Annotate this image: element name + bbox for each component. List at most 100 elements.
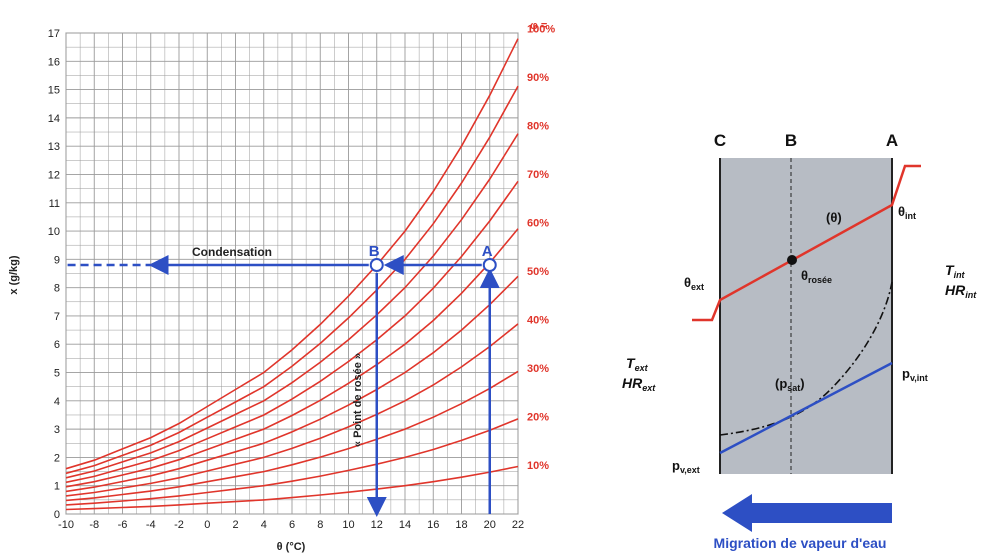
condensation-label: Condensation [192,245,272,259]
x-tick-label: -4 [146,519,156,531]
temperature-profile [692,164,921,322]
t-ext-label: Text [626,355,649,373]
y-tick-label: 6 [54,339,60,351]
p-sat-base: (p [775,376,787,391]
rh-curve-70 [65,180,519,484]
y-tick-label: 8 [54,283,60,295]
x-tick-label: 0 [204,519,210,531]
y-tick-label: 14 [48,113,60,125]
pv-ext-label: pv,ext [672,458,700,475]
rh-label: 20% [527,412,549,424]
point-label-a: A [482,243,493,260]
y-tick-label: 7 [54,311,60,323]
wall-section [720,158,892,474]
theta-ext-label: θext [684,275,704,292]
y-tick-label: 11 [49,198,60,210]
rh-labels: 10% 20% 30% 40% 50% 60% 70% 80% 90% 100% [527,24,555,473]
dew-point-dot [787,255,797,265]
y-tick-label: 16 [48,56,60,68]
humidity-curves [65,38,519,511]
hr-ext-label: HRext [622,375,656,393]
t-int-label: Tint [945,262,966,280]
hr-ext-base: HR [622,375,643,391]
rh-label: 10% [527,460,549,472]
rh-label: 70% [527,169,549,181]
t-ext-sub: ext [635,363,649,373]
dew-point-label: « Point de rosée » [352,353,364,447]
y-tick-label: 9 [54,254,60,266]
rh-curve-10 [65,465,519,511]
chart-grid [65,32,519,515]
x-tick-label: 16 [427,519,439,531]
x-tick-label: 8 [317,519,323,531]
pv-int-label: pv,int [902,366,928,383]
x-tick-label: 10 [342,519,354,531]
hr-int-sub: int [965,290,977,300]
rh-curve-30 [65,370,519,502]
x-tick-label: -2 [174,519,184,531]
theta-label: (θ) [826,210,842,225]
rh-curve-20 [65,418,519,506]
theta-ext-sub: ext [691,282,704,292]
pv-ext-base: p [672,458,680,473]
migration-arrow-icon [722,494,892,532]
y-tick-label: 0 [54,509,60,521]
theta-ext-base: θ [684,275,691,290]
y-axis-title: x (g/kg) [8,255,20,294]
theta-int-label: θint [898,204,916,221]
rh-label: 90% [527,72,549,84]
x-tick-label: 22 [512,519,524,531]
col-label-a: A [886,131,898,150]
hr-int-label: HRint [945,282,977,300]
x-tick-label: 18 [455,519,467,531]
migration-label: Migration de vapeur d'eau [714,535,887,551]
x-tick-label: 14 [399,519,411,531]
theta-int-base: θ [898,204,905,219]
pv-int-sub: v,int [910,373,928,383]
saturation-pressure-curve [719,281,893,436]
rh-label: 40% [527,315,549,327]
pv-ext-sub: v,ext [680,465,700,475]
y-tick-label: 15 [48,85,60,97]
vapour-pressure-line [719,361,893,455]
x-tick-label: 12 [371,519,383,531]
theta-rosee-label: θrosée [801,268,832,285]
y-tick-label: 1 [54,481,60,493]
theta-rosee-base: θ [801,268,808,283]
x-tick-label: 2 [232,519,238,531]
rh-label: 30% [527,363,549,375]
point-a [482,258,497,273]
x-tick-labels: -10 -8 -6 -4 -2 0 2 4 6 8 10 12 14 16 18 20 22 [58,519,524,531]
y-tick-label: 10 [48,226,60,238]
construction-lines: AB [66,243,500,517]
x-tick-label: -6 [118,519,128,531]
col-label-b: B [785,131,797,150]
point-label-b: B [369,243,380,260]
x-tick-label: 6 [289,519,295,531]
point-b [369,258,384,273]
pv-int-base: p [902,366,910,381]
rh-label: 60% [527,218,549,230]
x-tick-label: 4 [261,519,267,531]
y-tick-label: 5 [54,368,60,380]
x-axis-title: θ (°C) [277,541,306,553]
rh-label: 50% [527,266,549,278]
t-ext-base: T [626,355,636,371]
hr-int-base: HR [945,282,966,298]
rh-curve-50 [65,275,519,493]
rh-curve-40 [65,323,519,497]
x-tick-label: -10 [58,519,74,531]
rh-curve-80 [65,133,519,479]
p-sat-sub: sat [787,383,800,393]
p-sat-tail: ) [800,376,804,391]
rh-label: 80% [527,121,549,133]
rh-curve-90 [65,85,519,475]
t-int-base: T [945,262,955,278]
rh-curve-100 [65,38,519,470]
y-tick-label: 4 [54,396,60,408]
col-label-c: C [714,131,726,150]
hr-ext-sub: ext [642,383,656,393]
y-tick-label: 13 [48,141,60,153]
p-sat-label: (psat) [775,376,805,393]
